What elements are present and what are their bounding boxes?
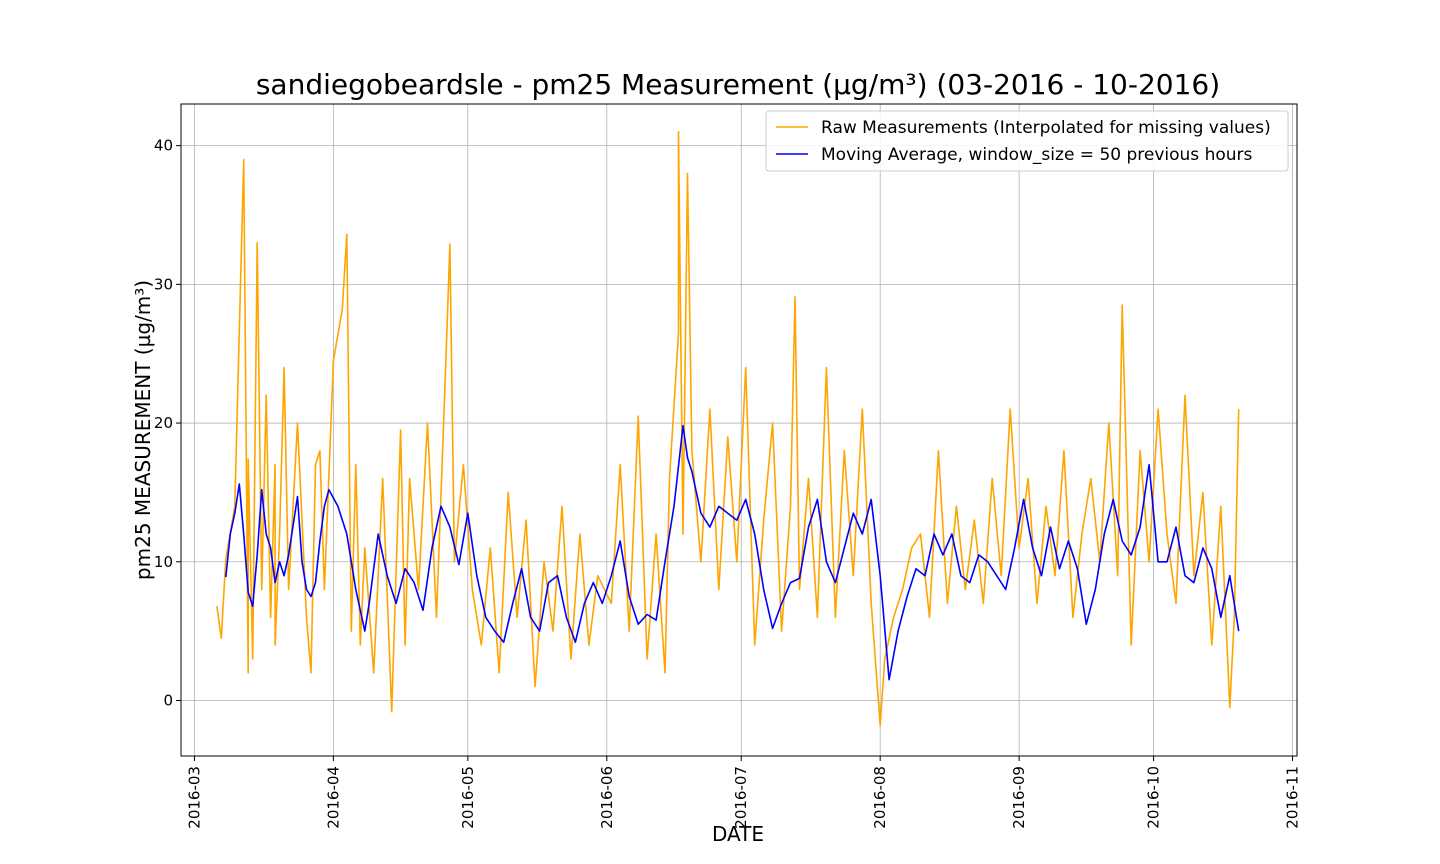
raw-measurements-line <box>216 130 1240 727</box>
moving-average-line <box>225 424 1240 681</box>
x-tick-label: 2016-03 <box>185 766 203 829</box>
x-tick-label: 2016-09 <box>1010 766 1028 829</box>
x-tick-label: 2016-10 <box>1145 766 1163 829</box>
x-axis-label: DATE <box>712 822 764 846</box>
y-axis-label: pm25 MEASUREMENT (µg/m³) <box>131 280 155 580</box>
plot-frame <box>180 103 1298 757</box>
x-tick-label: 2016-04 <box>324 766 342 829</box>
axis-ticks: 2016-03 2016-04 2016-05 2016-06 2016-07 2016-… <box>154 137 1302 829</box>
legend-raw-label: Raw Measurements (Interpolated for missi… <box>821 118 1271 138</box>
y-tick-label: 30 <box>154 275 173 293</box>
x-tick-label: 2016-07 <box>732 766 750 829</box>
legend-box <box>765 110 1289 172</box>
x-tick-label: 2016-08 <box>871 766 889 829</box>
series-layer <box>216 130 1240 727</box>
y-tick-label: 0 <box>163 692 173 710</box>
y-tick-label: 40 <box>154 137 173 155</box>
legend-moving-average-label: Moving Average, window_size = 50 previou… <box>821 145 1253 165</box>
y-tick-label: 20 <box>154 414 173 432</box>
x-tick-label: 2016-11 <box>1284 766 1302 829</box>
x-tick-label: 2016-05 <box>459 766 477 829</box>
grid-lines <box>181 104 1297 756</box>
legend: Raw Measurements (Interpolated for missi… <box>765 110 1289 172</box>
x-tick-label: 2016-06 <box>598 766 616 829</box>
chart-title: sandiegobeardsle - pm25 Measurement (µg/… <box>256 68 1220 101</box>
y-tick-label: 10 <box>154 553 173 571</box>
